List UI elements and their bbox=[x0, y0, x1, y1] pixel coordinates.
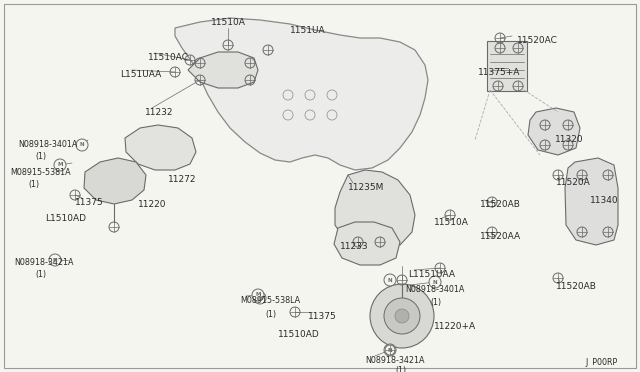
Text: 11520AC: 11520AC bbox=[517, 36, 558, 45]
Text: N: N bbox=[80, 142, 84, 148]
Text: N: N bbox=[433, 279, 437, 285]
Text: 11340: 11340 bbox=[590, 196, 619, 205]
Text: N08918-3421A: N08918-3421A bbox=[365, 356, 424, 365]
Text: M: M bbox=[257, 295, 263, 301]
Text: N08918-3401A: N08918-3401A bbox=[405, 285, 465, 294]
Text: 11375+A: 11375+A bbox=[478, 68, 520, 77]
Text: M: M bbox=[57, 163, 63, 167]
Text: 11220: 11220 bbox=[138, 200, 166, 209]
Text: 11233: 11233 bbox=[340, 242, 369, 251]
Text: 11520A: 11520A bbox=[556, 178, 591, 187]
Text: (1): (1) bbox=[28, 180, 39, 189]
Polygon shape bbox=[335, 170, 415, 250]
Text: N: N bbox=[388, 347, 392, 353]
Text: M08915-538LA: M08915-538LA bbox=[240, 296, 300, 305]
FancyBboxPatch shape bbox=[487, 41, 527, 91]
Text: 11510AD: 11510AD bbox=[278, 330, 320, 339]
Text: (1): (1) bbox=[35, 270, 46, 279]
Polygon shape bbox=[125, 125, 196, 170]
Text: (1): (1) bbox=[395, 366, 406, 372]
Text: 11520AB: 11520AB bbox=[480, 200, 521, 209]
Text: L1151UAA: L1151UAA bbox=[408, 270, 455, 279]
Text: L151UAA: L151UAA bbox=[120, 70, 161, 79]
Text: 1151UA: 1151UA bbox=[290, 26, 326, 35]
Circle shape bbox=[429, 276, 441, 288]
Text: 11320: 11320 bbox=[555, 135, 584, 144]
Text: 11510A: 11510A bbox=[434, 218, 469, 227]
Circle shape bbox=[49, 254, 61, 266]
Text: 11520AB: 11520AB bbox=[556, 282, 597, 291]
Polygon shape bbox=[84, 158, 146, 204]
Text: 11235M: 11235M bbox=[348, 183, 385, 192]
Circle shape bbox=[252, 289, 264, 301]
Circle shape bbox=[107, 176, 121, 190]
Circle shape bbox=[370, 284, 434, 348]
Text: 11520AA: 11520AA bbox=[480, 232, 521, 241]
Circle shape bbox=[76, 139, 88, 151]
Text: 11272: 11272 bbox=[168, 175, 196, 184]
Text: N: N bbox=[388, 278, 392, 282]
Text: 11510AC: 11510AC bbox=[148, 53, 189, 62]
Text: 11510A: 11510A bbox=[211, 18, 245, 27]
Text: 11375: 11375 bbox=[308, 312, 337, 321]
Text: 11220+A: 11220+A bbox=[434, 322, 476, 331]
Circle shape bbox=[395, 309, 409, 323]
Circle shape bbox=[254, 292, 266, 304]
Polygon shape bbox=[175, 18, 428, 170]
Circle shape bbox=[384, 298, 420, 334]
Text: (1): (1) bbox=[265, 310, 276, 319]
Polygon shape bbox=[565, 158, 618, 245]
Polygon shape bbox=[334, 222, 400, 265]
Text: (1): (1) bbox=[35, 152, 46, 161]
Text: 11375: 11375 bbox=[75, 198, 104, 207]
Polygon shape bbox=[528, 108, 580, 155]
Text: M: M bbox=[255, 292, 260, 298]
Text: L1510AD: L1510AD bbox=[45, 214, 86, 223]
Polygon shape bbox=[188, 52, 258, 88]
Circle shape bbox=[384, 344, 396, 356]
Text: M08915-5381A: M08915-5381A bbox=[10, 168, 70, 177]
Text: (1): (1) bbox=[430, 298, 441, 307]
Circle shape bbox=[384, 274, 396, 286]
Text: N08918-3421A: N08918-3421A bbox=[14, 258, 74, 267]
Circle shape bbox=[54, 159, 66, 171]
Text: N08918-3401A: N08918-3401A bbox=[18, 140, 77, 149]
Text: 11232: 11232 bbox=[145, 108, 173, 117]
Circle shape bbox=[98, 167, 130, 199]
Text: J  P00RP: J P00RP bbox=[585, 358, 617, 367]
Text: N: N bbox=[52, 257, 58, 263]
